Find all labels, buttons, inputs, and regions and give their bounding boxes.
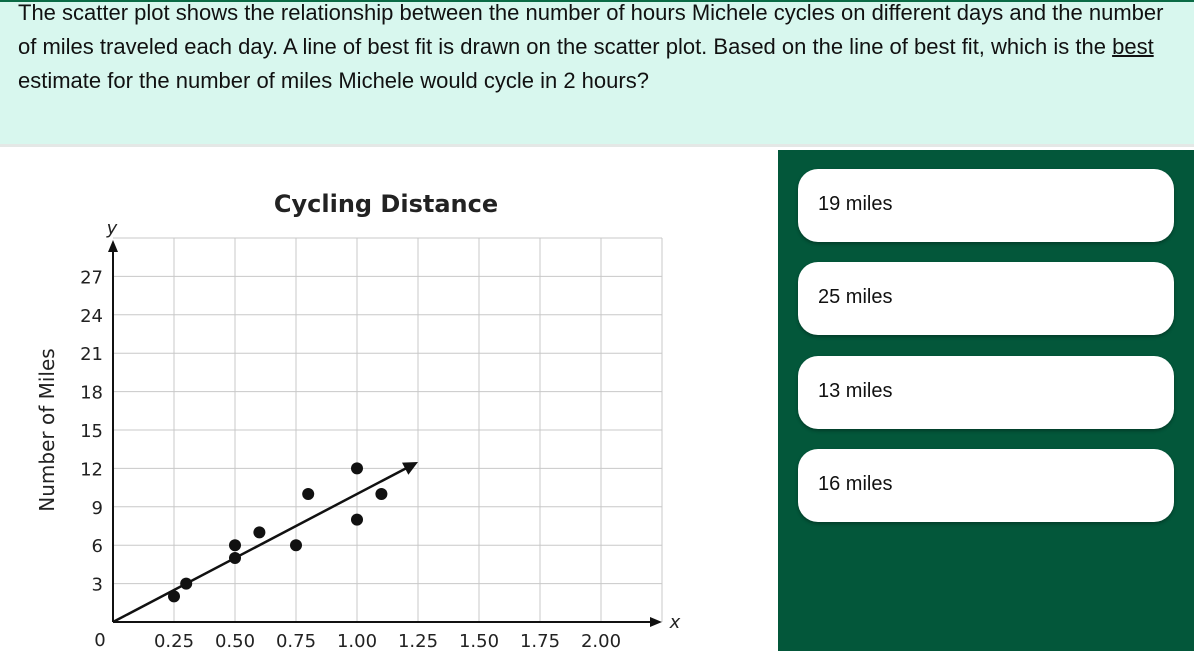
y-axis-letter: y [106,218,118,239]
x-tick-label: 1.75 [520,631,560,651]
answer-label: 25 miles [818,286,893,308]
chart-area: Cycling Distance y x 0 Number of Miles 0… [0,150,778,652]
question-emphasis: best [1112,34,1154,59]
data-point [351,462,363,475]
answer-option-1[interactable]: 19 miles [798,169,1174,242]
x-tick-label: 1.50 [459,631,499,651]
data-point [229,552,241,564]
y-tick-label: 18 [80,383,103,404]
y-tick-label: 24 [80,306,103,327]
y-tick-label: 9 [92,498,103,519]
x-tick-label: 1.25 [398,631,438,651]
x-axis-arrow-icon [650,617,662,627]
best-fit-line [112,464,412,624]
x-tick-label: 0.50 [215,631,255,651]
y-tick-label: 3 [92,575,103,596]
data-point [351,513,363,526]
y-tick-label: 21 [80,344,103,365]
data-point [253,526,266,539]
y-tick-label: 15 [80,421,103,442]
best-fit-arrow-icon [402,462,418,475]
scatter-plot: Cycling Distance y x 0 Number of Miles 0… [35,190,681,652]
answer-option-4[interactable]: 16 miles [798,449,1174,522]
y-axis-title: Number of Miles [35,348,59,511]
origin-label: 0 [94,630,105,651]
answer-option-2[interactable]: 25 miles [798,262,1174,335]
question-text: The scatter plot shows the relationship … [18,0,1178,98]
data-point [290,539,302,552]
answer-label: 13 miles [818,380,893,402]
y-axis-arrow-icon [108,240,118,252]
question-panel: The scatter plot shows the relationship … [0,0,1194,147]
data-point [302,488,315,500]
answer-label: 19 miles [818,193,893,215]
question-text-end: estimate for the number of miles Michele… [18,68,649,93]
chart-title: Cycling Distance [274,190,498,218]
y-tick-label: 27 [80,267,103,288]
data-point [168,590,180,603]
data-point [229,539,241,552]
y-tick-label: 12 [80,459,103,480]
x-tick-label: 2.00 [581,631,621,651]
question-text-start: The scatter plot shows the relationship … [18,0,1164,59]
y-tick-label: 6 [92,536,103,557]
x-tick-label: 0.75 [276,631,316,651]
data-point [180,577,193,590]
data-point [375,488,388,500]
answer-label: 16 miles [818,473,893,495]
x-tick-label: 1.00 [337,631,377,651]
x-tick-label: 0.25 [154,631,194,651]
answer-option-3[interactable]: 13 miles [798,356,1174,429]
answer-panel: 19 miles 25 miles 13 miles 16 miles [778,150,1194,651]
x-axis-letter: x [669,612,681,633]
